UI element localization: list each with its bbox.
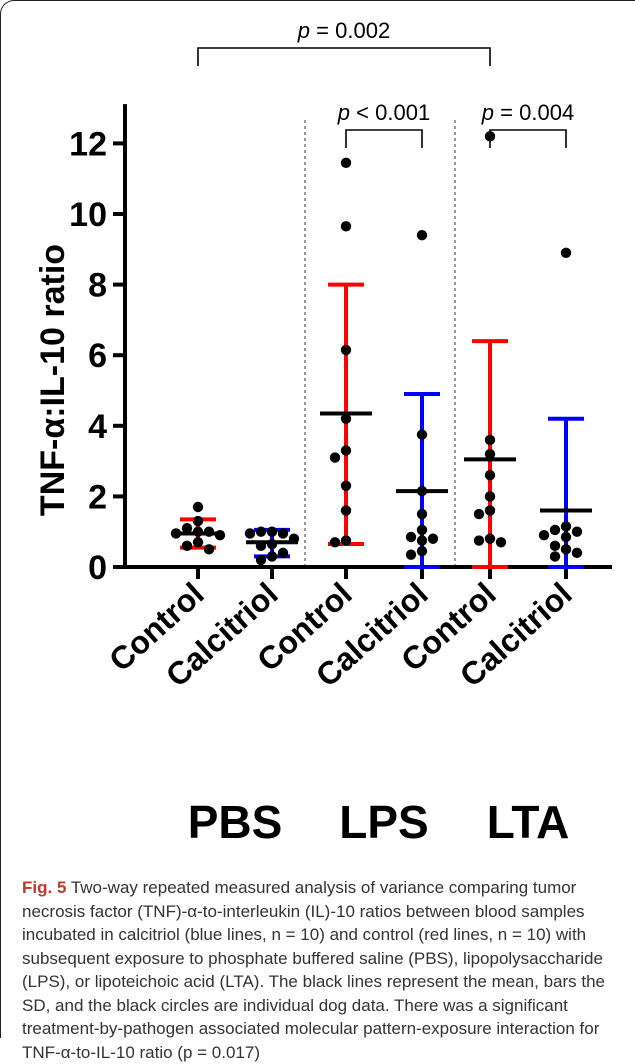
data-point <box>416 429 428 440</box>
data-point <box>495 537 507 548</box>
data-point <box>340 480 352 492</box>
data-point <box>214 530 226 541</box>
data-point <box>181 522 193 534</box>
data-point <box>427 533 439 544</box>
data-point <box>416 485 428 497</box>
data-point <box>192 501 204 513</box>
figure-caption-text: Two-way repeated measured analysis of va… <box>22 878 605 1062</box>
data-point <box>340 535 352 546</box>
data-point <box>266 551 278 562</box>
data-points <box>170 131 583 566</box>
group-label: PBS <box>188 796 283 848</box>
data-point <box>266 538 278 550</box>
data-point <box>288 533 300 544</box>
data-point <box>255 526 267 537</box>
p-value-label: p < 0.001 <box>337 100 430 125</box>
group-label: LPS <box>339 796 428 848</box>
figure-caption: Fig. 5 Two-way repeated measured analysi… <box>22 876 618 1064</box>
data-point <box>192 537 204 548</box>
data-point <box>560 247 572 259</box>
data-point <box>484 505 496 516</box>
data-point <box>340 157 352 169</box>
data-point <box>484 533 496 544</box>
data-point <box>560 531 572 543</box>
y-tick-label: 4 <box>88 408 107 446</box>
data-point <box>571 526 583 537</box>
data-point <box>255 554 267 566</box>
data-point <box>571 547 583 559</box>
data-point <box>329 452 341 463</box>
data-point <box>484 470 496 481</box>
data-point <box>329 537 341 548</box>
data-point <box>170 528 182 539</box>
data-point <box>405 549 417 560</box>
data-point <box>549 524 561 536</box>
data-point <box>405 531 417 543</box>
data-point <box>277 528 289 539</box>
data-point <box>549 540 561 552</box>
data-point <box>244 528 256 539</box>
y-tick-label: 12 <box>69 125 107 163</box>
significance-bracket <box>197 47 491 66</box>
data-point <box>203 526 215 537</box>
significance-bracket <box>345 129 423 148</box>
data-point <box>340 413 352 424</box>
y-tick-label: 8 <box>88 267 107 305</box>
y-axis-label: TNF-α:IL-10 ratio <box>34 244 72 516</box>
data-point <box>484 434 496 446</box>
data-point <box>538 530 550 541</box>
sd-bars <box>180 282 584 569</box>
x-axis <box>123 565 612 579</box>
group-label: LTA <box>487 796 570 848</box>
data-point <box>416 229 428 241</box>
figure-label: Fig. 5 <box>22 878 67 897</box>
data-point <box>192 526 204 537</box>
data-point <box>549 551 561 562</box>
data-point <box>416 524 428 536</box>
data-point <box>255 540 267 552</box>
data-point <box>416 535 428 546</box>
chart: 0 2 4 6 8 10 12 p = 0.002 p < 0.001 p = 0.004 Co… <box>34 18 612 848</box>
data-point <box>473 535 485 546</box>
group-dividers <box>304 120 456 567</box>
data-point <box>203 544 215 555</box>
data-point <box>340 505 352 516</box>
p-value-label: p = 0.002 <box>297 18 390 43</box>
category-labels: ControlCalcitriolControlCalcitriolContro… <box>102 575 579 693</box>
data-point <box>277 547 289 559</box>
data-point <box>560 544 572 555</box>
data-point <box>340 221 352 232</box>
data-point <box>340 445 352 456</box>
data-point <box>484 448 496 460</box>
data-point <box>416 508 428 520</box>
significance-brackets: p = 0.002 p < 0.001 p = 0.004 <box>197 18 574 148</box>
data-point <box>484 491 496 502</box>
y-axis: 0 2 4 6 8 10 12 <box>69 104 127 587</box>
data-point <box>266 526 278 537</box>
data-point <box>560 521 572 532</box>
group-labels: PBS LPS LTA <box>188 796 570 848</box>
y-tick-label: 6 <box>88 337 107 375</box>
data-point <box>416 545 428 557</box>
figure-frame <box>0 0 635 1038</box>
data-point <box>192 515 204 527</box>
y-tick-label: 0 <box>88 549 107 587</box>
y-tick-label: 10 <box>69 196 107 234</box>
y-tick-label: 2 <box>88 478 107 516</box>
significance-bracket <box>489 129 567 148</box>
p-value-label: p = 0.004 <box>481 100 574 125</box>
data-point <box>340 344 352 356</box>
mean-lines <box>172 411 592 545</box>
data-point <box>181 540 193 552</box>
data-point <box>473 508 485 520</box>
